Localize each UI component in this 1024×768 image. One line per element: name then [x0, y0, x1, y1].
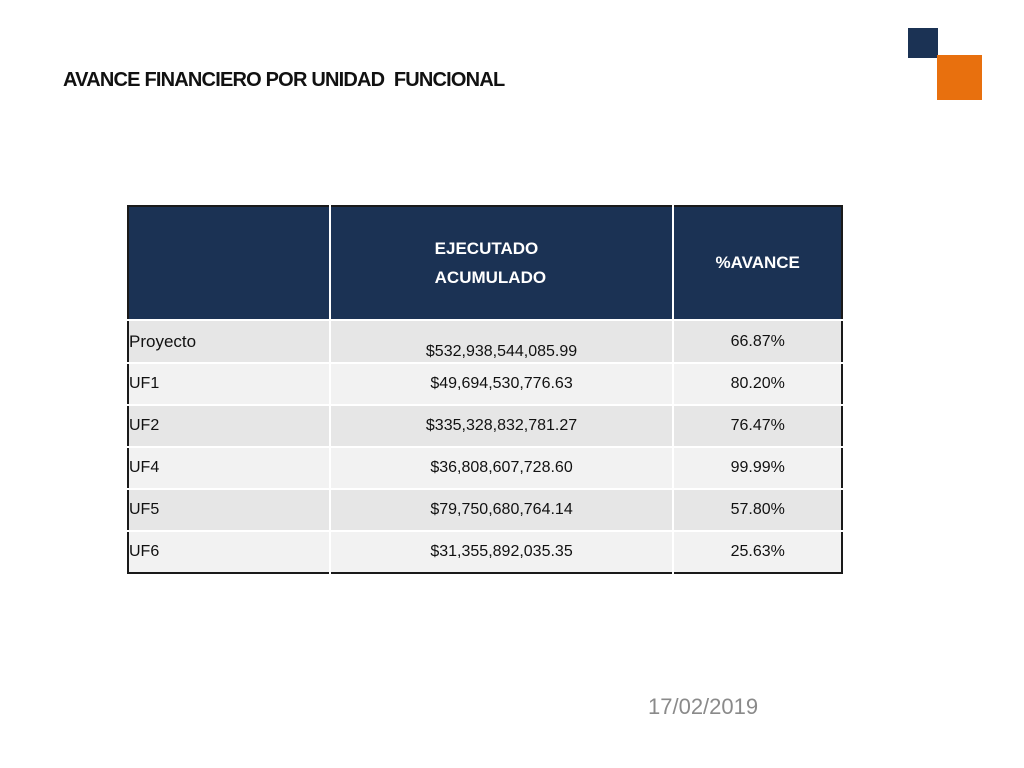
- row-executed: $532,938,544,085.99: [328, 319, 674, 363]
- header-empty-cell: [128, 206, 330, 320]
- row-name: Proyecto: [128, 319, 330, 363]
- slide-date: 17/02/2019: [648, 694, 759, 719]
- row-name: UF1: [128, 362, 330, 405]
- row-progress: 80.20%: [672, 362, 842, 405]
- row-name: UF6: [128, 530, 330, 573]
- row-progress: 25.63%: [672, 530, 842, 573]
- financial-progress-table: EJECUTADO ACUMULADO %AVANCE Proyecto $53…: [127, 205, 843, 574]
- header-executed-line1: EJECUTADO: [434, 239, 539, 258]
- row-executed: $335,328,832,781.27: [328, 404, 674, 447]
- row-executed: $79,750,680,764.14: [328, 488, 674, 531]
- row-executed: $49,694,530,776.63: [328, 362, 674, 405]
- row-name: UF4: [128, 446, 330, 489]
- slide-title: AVANCE FINANCIERO POR UNIDAD FUNCIONAL: [63, 69, 505, 91]
- row-progress: 76.47%: [672, 404, 842, 447]
- table-row: Proyecto $532,938,544,085.99 66.87%: [128, 319, 842, 363]
- row-executed: $31,355,892,035.35: [328, 530, 674, 573]
- row-name: UF2: [128, 404, 330, 447]
- table-row: UF1 $49,694,530,776.63 80.20%: [128, 362, 842, 405]
- row-name: UF5: [128, 488, 330, 531]
- header-executed: EJECUTADO ACUMULADO: [328, 206, 674, 320]
- logo-dark-square: [908, 28, 938, 58]
- header-executed-line2: ACUMULADO: [434, 268, 547, 287]
- table-row: UF6 $31,355,892,035.35 25.63%: [128, 530, 842, 573]
- row-progress: 57.80%: [672, 488, 842, 531]
- header-progress: %AVANCE: [672, 206, 842, 320]
- row-executed: $36,808,607,728.60: [328, 446, 674, 489]
- logo-orange-square: [937, 55, 982, 100]
- table-row: UF2 $335,328,832,781.27 76.47%: [128, 404, 842, 447]
- table-row: UF5 $79,750,680,764.14 57.80%: [128, 488, 842, 531]
- table-row: UF4 $36,808,607,728.60 99.99%: [128, 446, 842, 489]
- table-header-row: EJECUTADO ACUMULADO %AVANCE: [128, 206, 842, 320]
- row-progress: 99.99%: [672, 446, 842, 489]
- row-progress: 66.87%: [672, 319, 842, 363]
